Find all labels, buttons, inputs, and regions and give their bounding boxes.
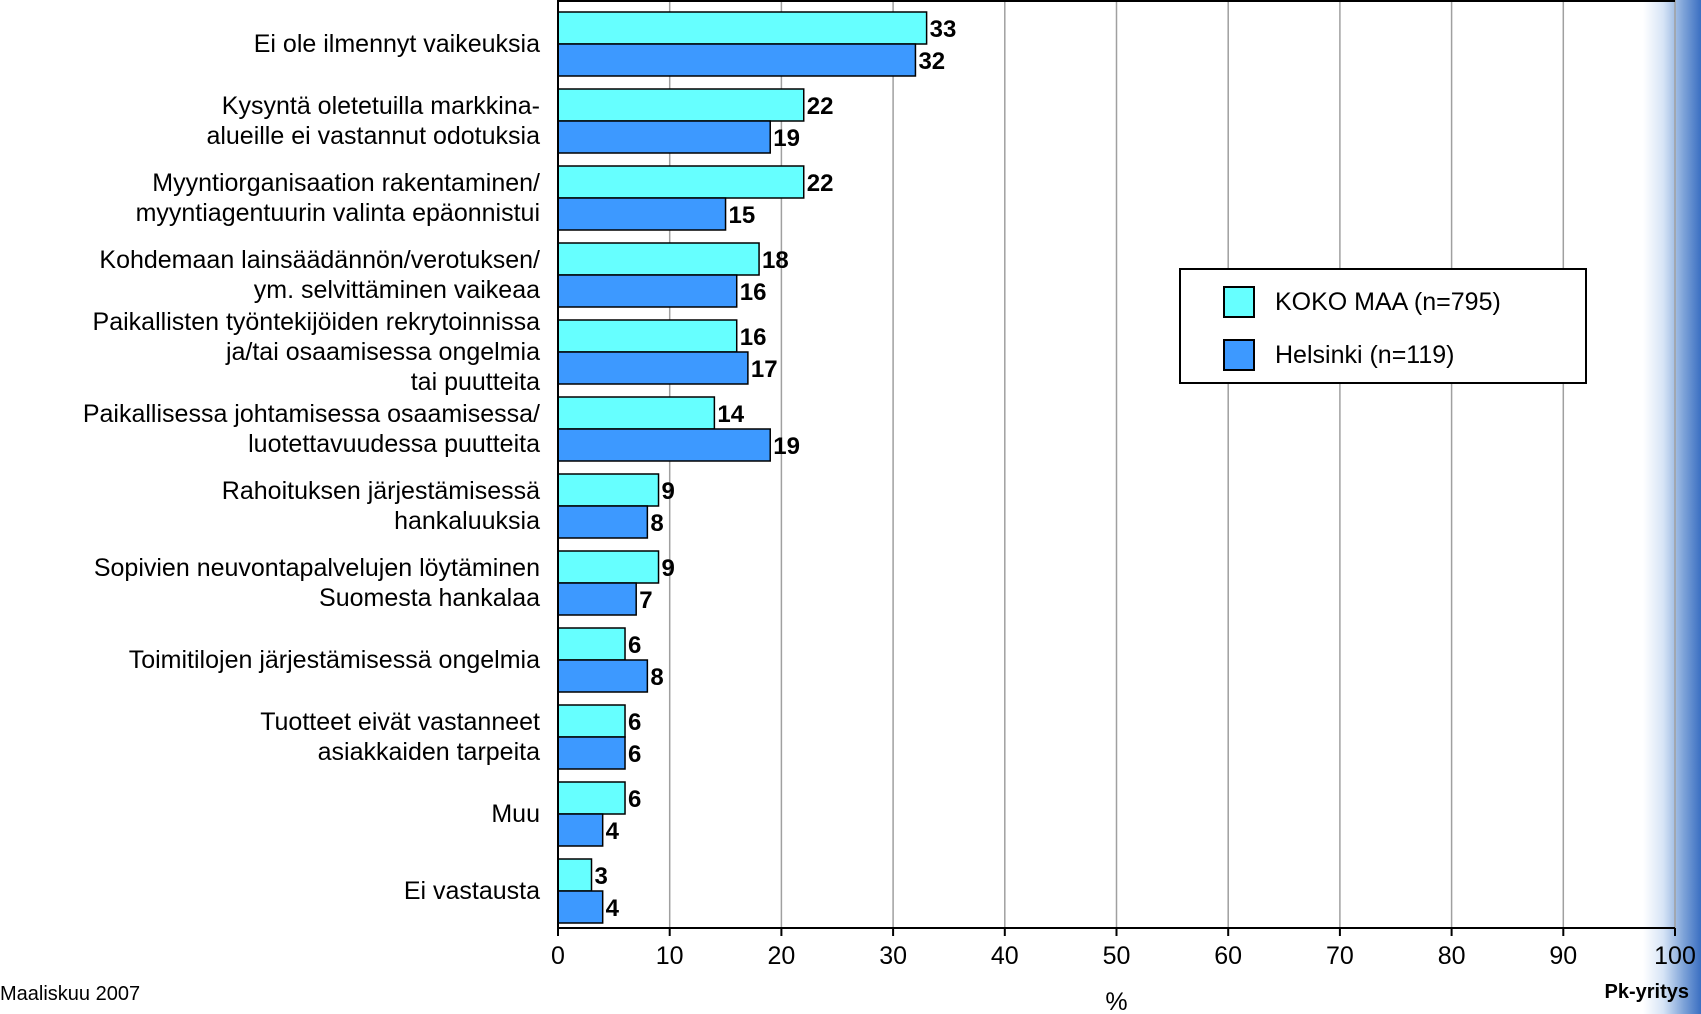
value-label-1-2: 22 — [807, 170, 834, 197]
value-label-1-10: 6 — [628, 786, 641, 813]
value-label-2-4: 17 — [751, 356, 778, 383]
bar-1-11 — [557, 858, 593, 892]
value-label-1-9: 6 — [628, 709, 641, 736]
value-label-2-0: 32 — [918, 48, 945, 75]
category-label-1-1: alueille ei vastannut odotuksia — [206, 122, 540, 150]
category-label-4-1: ja/tai osaamisessa ongelmia — [225, 338, 540, 366]
x-tick-label-80: 80 — [1438, 942, 1466, 970]
value-label-2-6: 8 — [650, 510, 663, 537]
category-label-3-0: Kohdemaan lainsäädännön/verotuksen/ — [99, 246, 540, 274]
bar-1-5 — [557, 396, 716, 430]
category-label-7-1: Suomesta hankalaa — [319, 584, 540, 612]
category-label-9-1: asiakkaiden tarpeita — [318, 738, 540, 766]
bar-2-0 — [557, 43, 917, 77]
legend-label-series1: KOKO MAA (n=795) — [1275, 287, 1501, 316]
category-label-4-0: Paikallisten työntekijöiden rekrytoinnis… — [93, 308, 541, 336]
bar-1-0 — [557, 11, 928, 45]
footer-brand: Pk-yritys — [1604, 981, 1690, 1003]
bar-2-4 — [557, 351, 749, 385]
value-label-1-8: 6 — [628, 632, 641, 659]
bar-1-4 — [557, 319, 738, 353]
x-tick-label-20: 20 — [767, 942, 795, 970]
value-label-2-7: 7 — [639, 587, 652, 614]
legend-swatch-series2 — [1223, 339, 1255, 371]
bar-2-8 — [557, 659, 649, 693]
value-label-2-1: 19 — [773, 125, 800, 152]
chart-legend: KOKO MAA (n=795) Helsinki (n=119) — [1179, 268, 1587, 384]
category-label-9-0: Tuotteet eivät vastanneet — [260, 708, 540, 736]
category-label-5-1: luotettavuudessa puutteita — [248, 430, 540, 458]
x-tick-label-10: 10 — [656, 942, 684, 970]
x-tick-label-60: 60 — [1214, 942, 1242, 970]
bar-2-3 — [557, 274, 738, 308]
bar-1-6 — [557, 473, 660, 507]
bar-2-2 — [557, 197, 727, 231]
footer-date: Maaliskuu 2007 — [0, 983, 141, 1005]
bar-2-11 — [557, 890, 604, 924]
value-label-2-10: 4 — [606, 818, 620, 845]
bar-1-3 — [557, 242, 760, 276]
value-label-2-5: 19 — [773, 433, 800, 460]
bar-2-7 — [557, 582, 637, 616]
value-label-1-5: 14 — [717, 401, 744, 428]
category-label-8-0: Toimitilojen järjestämisessä ongelmia — [129, 646, 540, 674]
value-label-2-3: 16 — [740, 279, 767, 306]
x-tick-label-90: 90 — [1549, 942, 1577, 970]
category-label-5-0: Paikallisessa johtamisessa osaamisessa/ — [83, 400, 540, 428]
bar-2-9 — [557, 736, 626, 770]
category-label-11-0: Ei vastausta — [404, 877, 540, 905]
bar-1-7 — [557, 550, 660, 584]
value-label-2-8: 8 — [650, 664, 663, 691]
category-label-10-0: Muu — [491, 800, 540, 828]
category-label-0-0: Ei ole ilmennyt vaikeuksia — [254, 30, 540, 58]
value-label-1-0: 33 — [930, 16, 957, 43]
category-label-6-1: hankaluuksia — [394, 507, 540, 535]
category-label-2-0: Myyntiorganisaation rakentaminen/ — [152, 169, 540, 197]
bar-2-1 — [557, 120, 771, 154]
value-label-2-2: 15 — [729, 202, 756, 229]
value-label-1-3: 18 — [762, 247, 789, 274]
bar-2-10 — [557, 813, 604, 847]
category-label-3-1: ym. selvittäminen vaikeaa — [254, 276, 540, 304]
bar-1-9 — [557, 704, 626, 738]
legend-label-series2: Helsinki (n=119) — [1275, 340, 1455, 369]
value-label-1-6: 9 — [662, 478, 675, 505]
bar-2-6 — [557, 505, 649, 539]
value-label-2-9: 6 — [628, 741, 641, 768]
x-tick-label-40: 40 — [991, 942, 1019, 970]
x-tick-label-0: 0 — [551, 942, 565, 970]
bar-1-2 — [557, 165, 805, 199]
category-label-6-0: Rahoituksen järjestämisessä — [222, 477, 540, 505]
value-label-1-1: 22 — [807, 93, 834, 120]
category-label-1-0: Kysyntä oletetuilla markkina- — [222, 92, 540, 120]
legend-item-series2: Helsinki (n=119) — [1223, 338, 1454, 372]
bar-1-8 — [557, 627, 626, 661]
bar-1-10 — [557, 781, 626, 815]
value-label-1-7: 9 — [662, 555, 675, 582]
legend-swatch-series1 — [1223, 286, 1255, 318]
x-tick-label-30: 30 — [879, 942, 907, 970]
category-label-7-0: Sopivien neuvontapalvelujen löytäminen — [94, 554, 540, 582]
x-tick-label-70: 70 — [1326, 942, 1354, 970]
value-label-1-4: 16 — [740, 324, 767, 351]
bar-2-5 — [557, 428, 771, 462]
x-tick-label-50: 50 — [1103, 942, 1131, 970]
value-label-1-11: 3 — [595, 863, 608, 890]
right-accent-decoration — [1643, 0, 1701, 1014]
category-label-2-1: myyntiagentuurin valinta epäonnistui — [136, 199, 540, 227]
bar-1-1 — [557, 88, 805, 122]
category-label-4-2: tai puutteita — [411, 368, 540, 396]
x-axis-title: % — [1105, 988, 1127, 1014]
value-label-2-11: 4 — [606, 895, 620, 922]
x-tick-label-100: 100 — [1654, 942, 1696, 970]
legend-item-series1: KOKO MAA (n=795) — [1223, 285, 1501, 319]
